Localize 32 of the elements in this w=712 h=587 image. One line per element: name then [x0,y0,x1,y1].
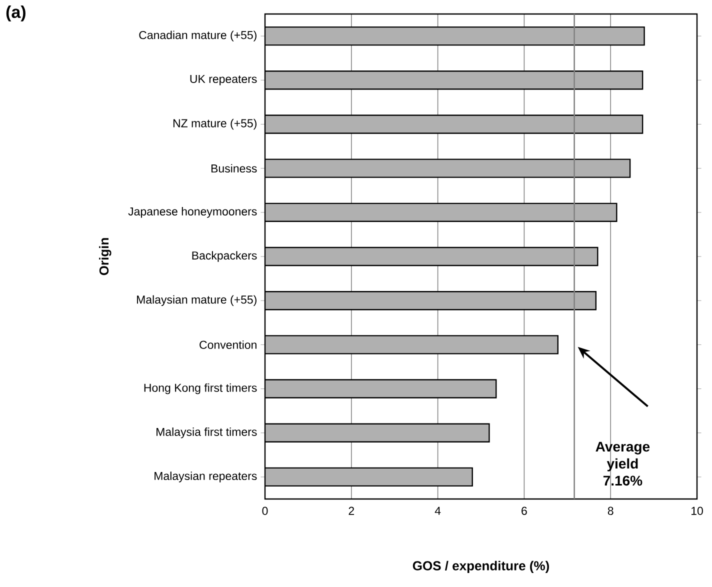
y-axis-title: Origin [99,238,112,276]
bar [265,423,490,442]
y-tick-label: Malaysia first timers [156,428,257,438]
y-tick-label: Hong Kong first timers [144,383,257,394]
bar [265,26,645,46]
y-tick-label: Malaysian mature (+55) [137,295,256,306]
bar [265,202,618,222]
bar [265,114,644,134]
y-tick-label: Backpackers [192,251,257,262]
y-tick-label: Business [211,164,257,173]
ref-line-label: Average yield 7.16% [596,442,650,486]
bar [265,467,473,487]
y-tick-label: NZ mature (+55) [173,118,256,130]
x-tick-label: 4 [434,506,441,515]
bar [265,246,598,266]
text: (a) [6,6,26,22]
x-axis-title: GOS / expenditure (%) [412,560,549,573]
y-tick-label: Canadian mature (+55) [139,30,256,42]
y-tick-label: UK repeaters [190,75,257,86]
x-tick-label: 10 [691,506,703,515]
y-tick-label: Malaysian repeaters [154,472,257,482]
y-tick-label: Japanese honeymooners [128,207,257,218]
bar [265,70,644,90]
x-tick-label: 0 [262,506,268,515]
x-tick-label: 2 [348,506,354,515]
bar [265,158,631,178]
y-tick-label: Convention [200,340,256,349]
bar [265,335,558,354]
bar [265,379,497,398]
x-tick-label: 6 [522,506,527,515]
x-tick-label: 8 [608,506,614,515]
bar [265,290,597,310]
